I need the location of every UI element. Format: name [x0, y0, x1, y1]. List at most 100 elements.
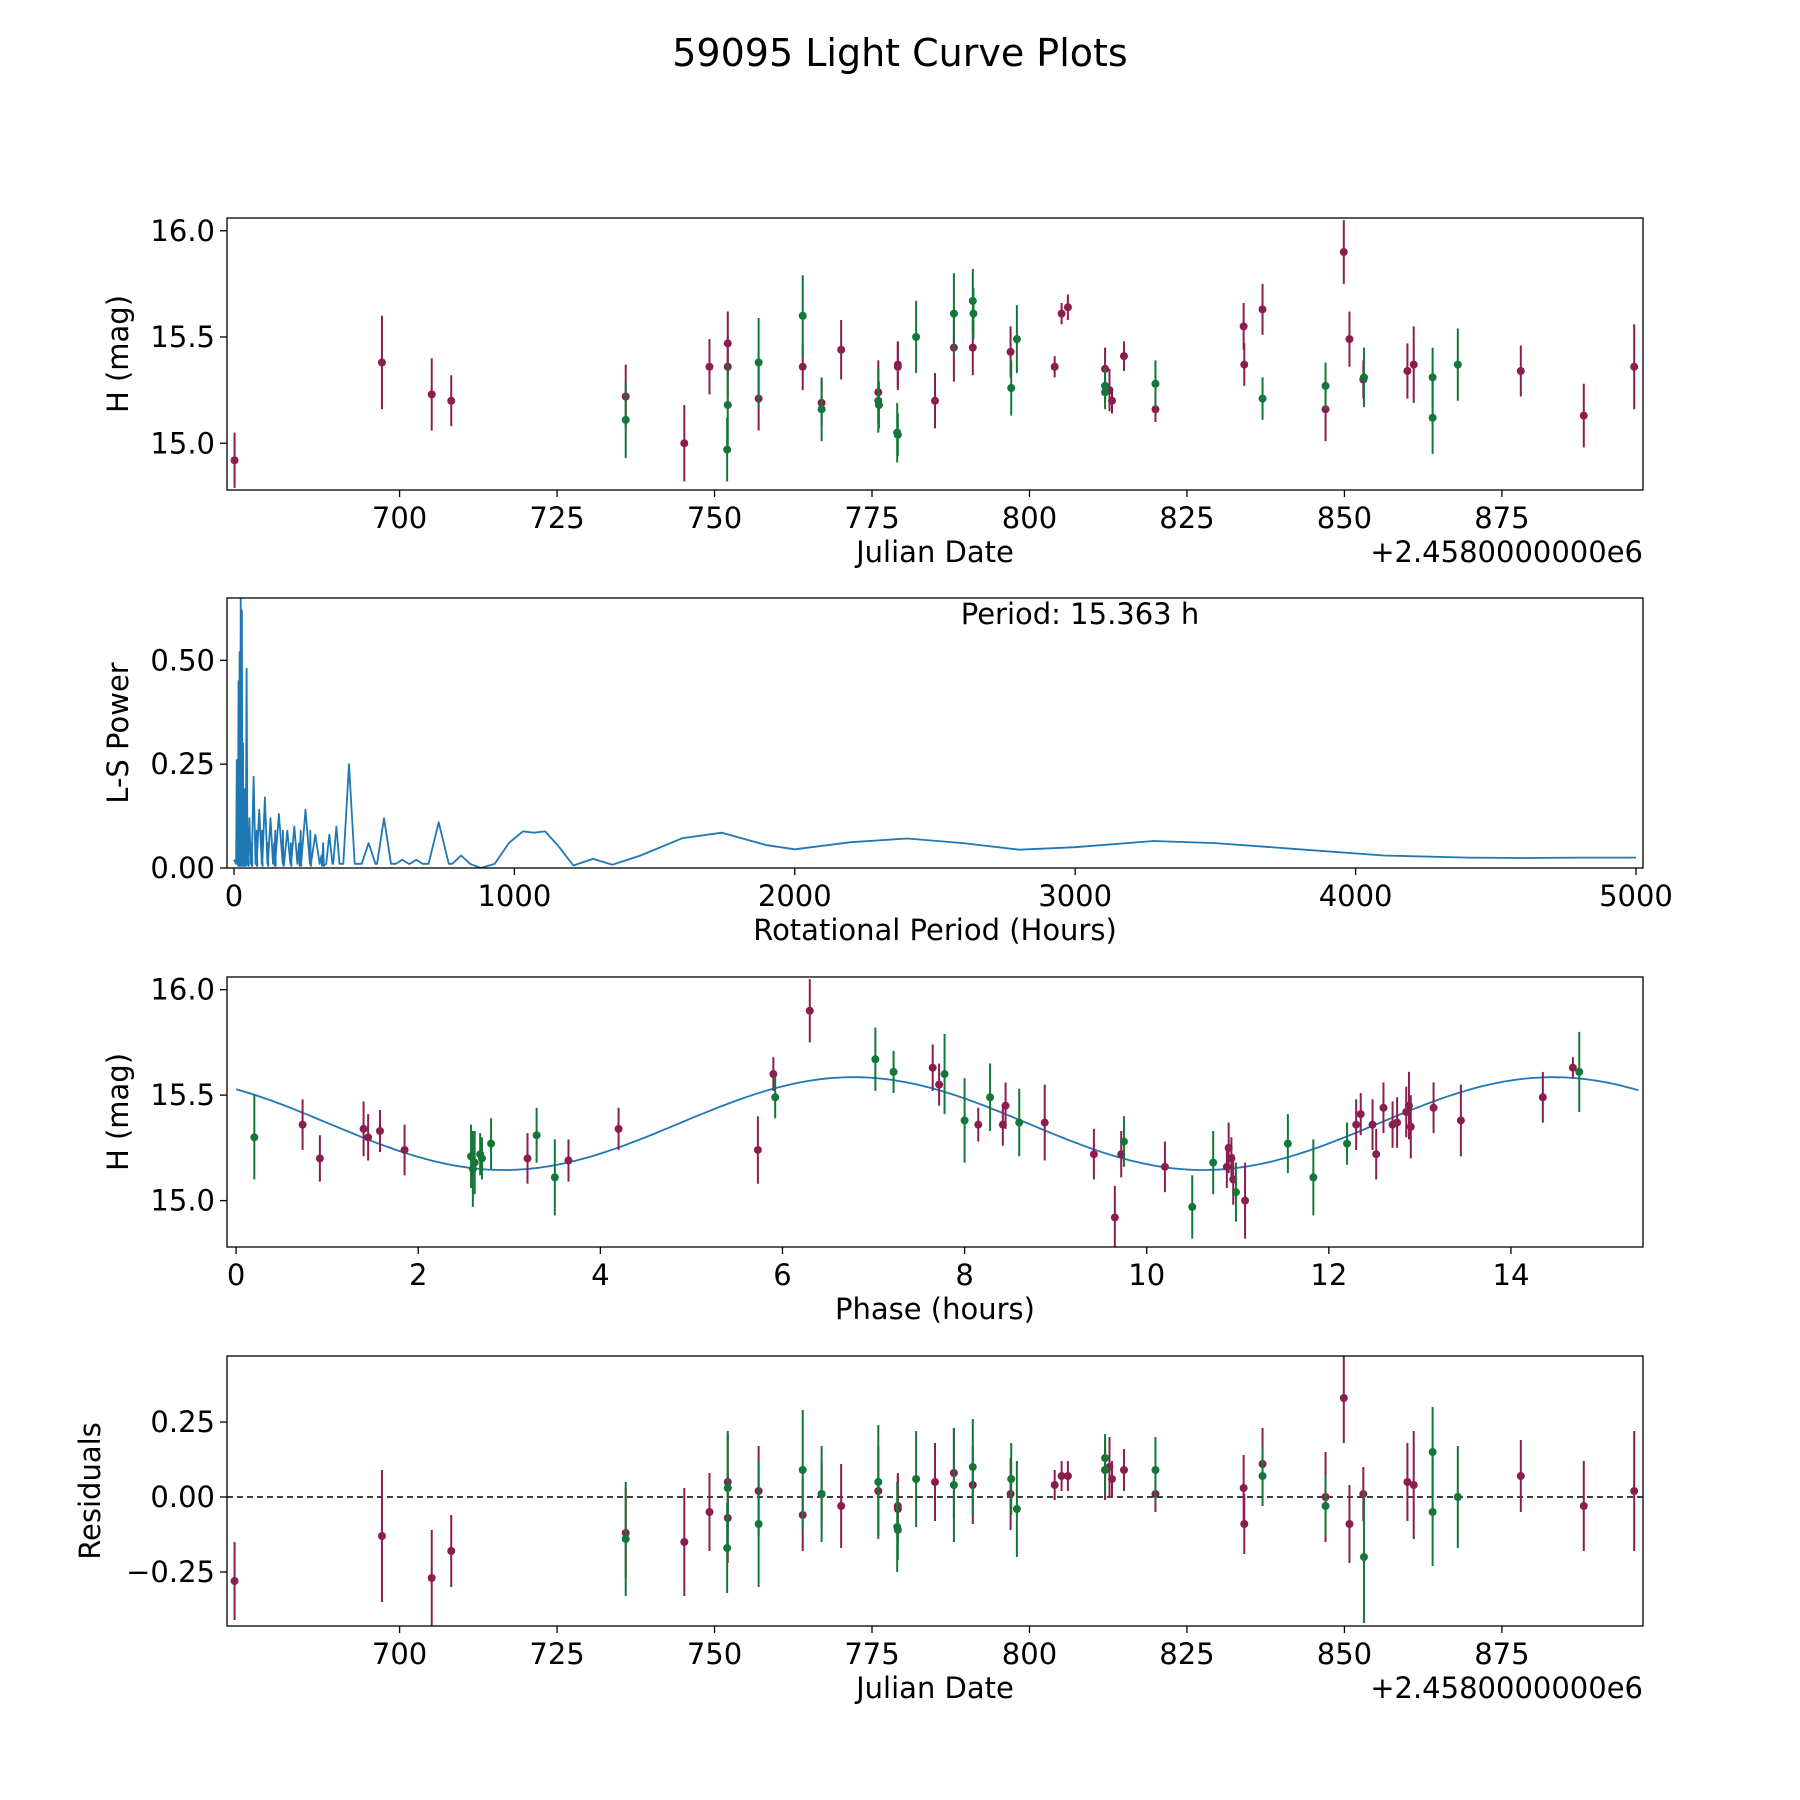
data-point: [893, 430, 902, 439]
data-point: [1240, 360, 1249, 369]
x-axis-label: Julian Date: [854, 1671, 1014, 1705]
data-point: [1108, 396, 1116, 405]
data-point: [1007, 384, 1016, 392]
data-point: [1356, 1110, 1365, 1119]
x-tick-label: 8: [955, 1258, 973, 1292]
y-tick-label: 0.25: [150, 1405, 215, 1439]
data-point: [400, 1145, 409, 1154]
axes-frame: [226, 976, 1644, 1248]
data-point: [874, 1478, 883, 1486]
x-tick-label: 4000: [1319, 879, 1393, 913]
y-tick-label: 0.00: [150, 851, 215, 885]
data-point: [523, 1154, 532, 1163]
data-point: [1409, 1481, 1418, 1489]
data-point: [949, 1481, 958, 1489]
data-point: [427, 1574, 436, 1582]
data-point: [1063, 1472, 1072, 1480]
data-point: [798, 1466, 807, 1474]
series-magenta: [298, 979, 1577, 1247]
data-point: [470, 1158, 479, 1167]
data-point: [359, 1124, 368, 1133]
data-point: [377, 358, 386, 367]
data-point: [1359, 1553, 1368, 1561]
data-point: [928, 1063, 937, 1072]
data-point: [1283, 1139, 1292, 1148]
data-point: [817, 1490, 826, 1498]
data-point: [1568, 1063, 1577, 1072]
x-tick-label: 800: [1002, 1637, 1057, 1671]
data-point: [1516, 1472, 1525, 1480]
x-tick-label: 750: [687, 501, 742, 535]
data-point: [1063, 303, 1072, 312]
data-point: [680, 1538, 689, 1546]
x-tick-label: 775: [844, 501, 899, 535]
data-point: [754, 358, 763, 367]
data-point: [1406, 1122, 1415, 1131]
data-point: [705, 362, 714, 371]
data-point: [375, 1126, 384, 1135]
figure-title: 59095 Light Curve Plots: [672, 31, 1127, 75]
plot-area: [230, 220, 1639, 488]
plot-area: [227, 1356, 1643, 1626]
data-point: [1015, 1118, 1024, 1127]
y-tick-label: 15.0: [150, 426, 215, 460]
y-tick-label: 15.5: [150, 320, 215, 354]
data-point: [1403, 1478, 1412, 1486]
data-point: [1345, 1520, 1354, 1528]
y-tick-label: 15.0: [150, 1184, 215, 1218]
data-point: [1101, 388, 1110, 397]
y-tick-label: 0.50: [150, 643, 215, 677]
data-point: [1339, 248, 1348, 256]
data-point: [753, 1145, 762, 1154]
y-tick-label: 0.00: [150, 1480, 215, 1514]
data-point: [1241, 1196, 1250, 1205]
periodogram-panel: 0 1000 2000 3000 4000 5000 0.00 0.25 0.50 Rotatio…: [101, 597, 1673, 947]
x-tick-label: 750: [687, 1637, 742, 1671]
data-point: [893, 360, 902, 369]
x-axis-label: Phase (hours): [835, 1292, 1035, 1326]
x-tick-label: 725: [529, 501, 584, 535]
x-tick-label: 1000: [477, 879, 551, 913]
data-point: [1379, 1103, 1388, 1112]
data-point: [1151, 1466, 1160, 1474]
y-tick-label: 0.25: [150, 747, 215, 781]
data-point: [1239, 322, 1248, 331]
data-point: [614, 1124, 623, 1133]
series-magenta: [230, 1356, 1639, 1626]
data-point: [817, 405, 826, 414]
phase-folded-panel: 0 2 4 6 8 10 12 14 15.0 15.5 16.0 Phase (hours) H (m…: [101, 973, 1644, 1326]
data-point: [723, 1484, 732, 1492]
data-point: [1359, 373, 1368, 382]
data-point: [1188, 1202, 1197, 1211]
data-point: [1007, 1475, 1016, 1483]
period-annotation: Period: 15.363 h: [961, 597, 1200, 631]
data-point: [230, 456, 239, 465]
data-point: [1040, 1118, 1049, 1127]
data-point: [974, 1120, 983, 1129]
axes-frame: [226, 1355, 1644, 1627]
x-tick-label: 775: [844, 1637, 899, 1671]
data-point: [250, 1133, 259, 1142]
x-tick-label: 5000: [1599, 879, 1673, 913]
data-point: [550, 1173, 559, 1182]
data-point: [1057, 1472, 1066, 1480]
data-point: [1001, 1101, 1010, 1110]
x-tick-label: 700: [372, 1637, 427, 1671]
x-tick-label: 875: [1474, 1637, 1529, 1671]
data-point: [1630, 362, 1639, 371]
data-point: [1101, 1466, 1110, 1474]
data-point: [377, 1532, 386, 1540]
data-point: [1119, 1466, 1128, 1474]
data-point: [1409, 360, 1418, 369]
data-point: [940, 1070, 949, 1079]
y-tick-label: 16.0: [150, 214, 215, 248]
data-point: [893, 1526, 902, 1534]
data-point: [1428, 373, 1437, 382]
data-point: [1372, 1150, 1381, 1159]
x-tick-label: 12: [1310, 1258, 1347, 1292]
data-point: [1239, 1484, 1248, 1492]
data-point: [935, 1080, 944, 1089]
x-tick-label: 850: [1317, 1637, 1372, 1671]
data-point: [960, 1116, 969, 1125]
